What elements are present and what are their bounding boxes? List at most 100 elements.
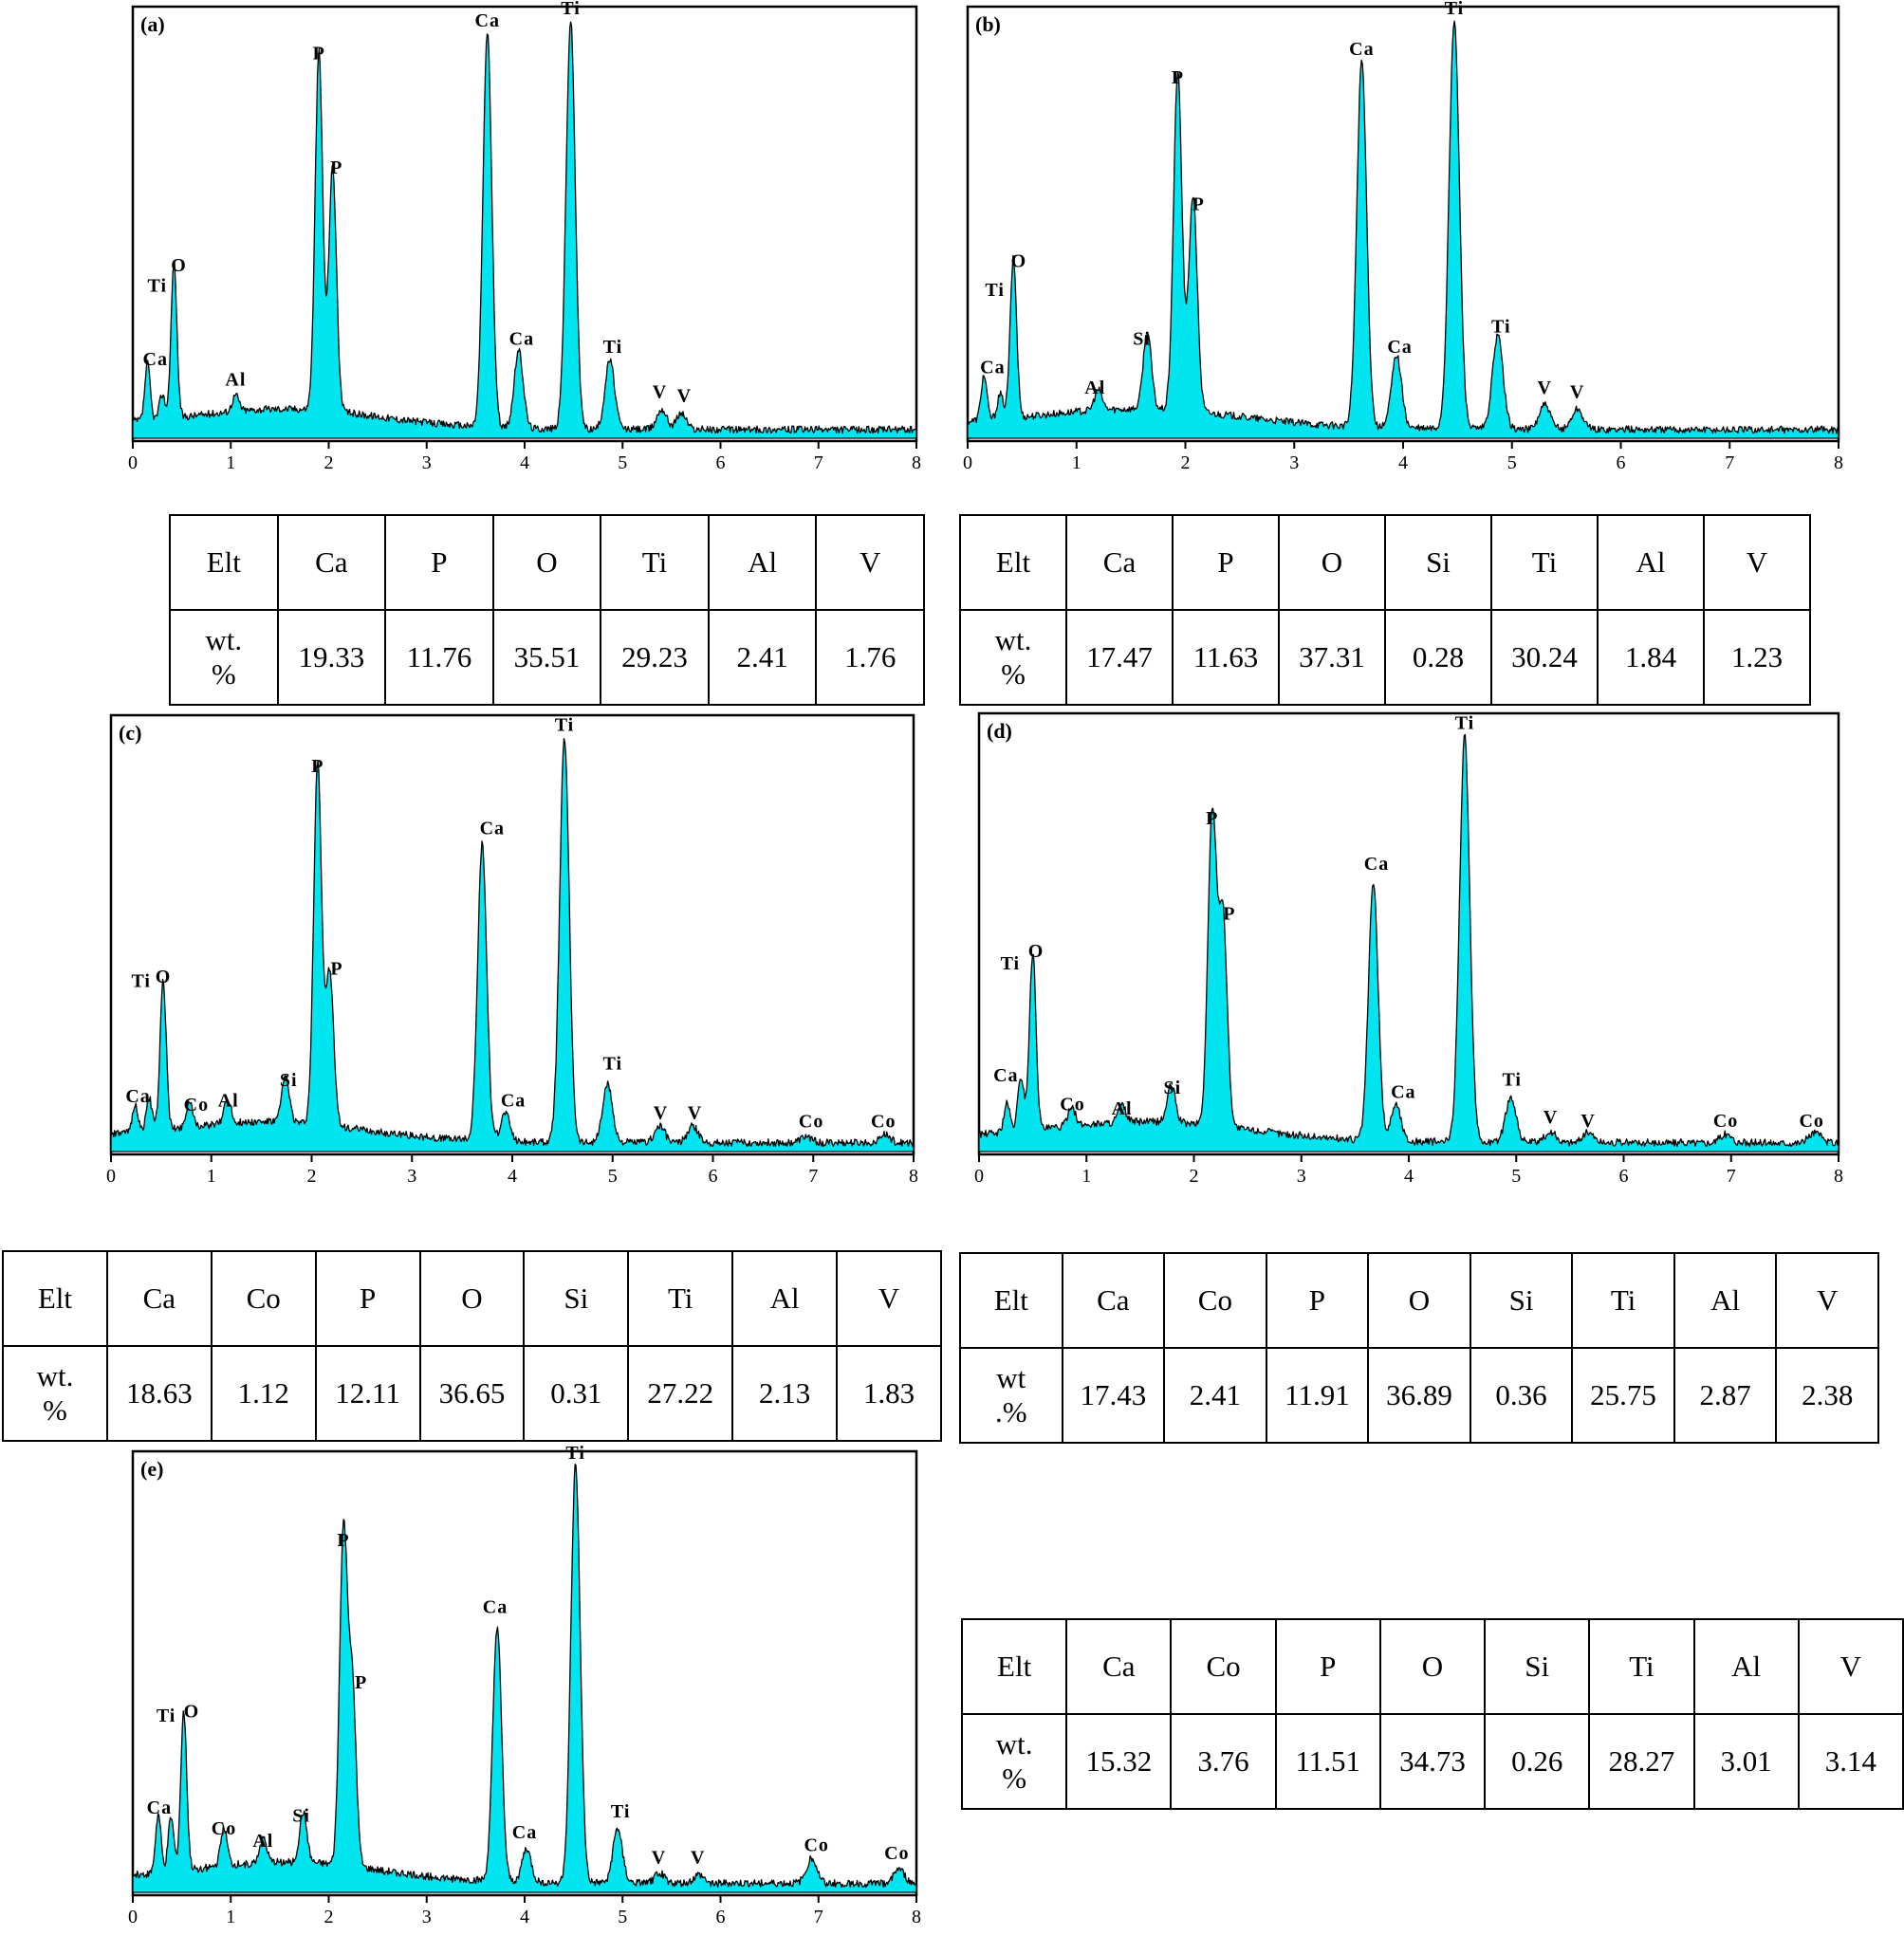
- peak-label-p: P: [1172, 67, 1184, 88]
- element-column-header: V: [836, 1250, 942, 1347]
- peak-label-ti: Ti: [148, 276, 168, 297]
- wt-percent-value: 25.75: [1571, 1347, 1675, 1444]
- element-column-header: Ca: [1061, 1252, 1166, 1349]
- wt-percent-value: 11.51: [1274, 1713, 1381, 1810]
- x-tick-label: 2: [307, 1166, 317, 1187]
- peak-label-co: Co: [1799, 1111, 1823, 1132]
- x-tick-label: 7: [814, 452, 823, 473]
- plot-frame: [977, 711, 1840, 1156]
- peak-label-p: P: [311, 756, 323, 777]
- table-value-row: wt.% 17.47 11.63 37.31 0.28 30.24 1.84 1.23: [959, 609, 1811, 706]
- x-tick-label: 5: [1507, 452, 1517, 473]
- x-tick-label: 0: [963, 452, 972, 473]
- table-header-row: Elt Ca Co P O Si Ti Al V: [959, 1252, 1879, 1349]
- element-column-header: V: [815, 514, 925, 611]
- wt-percent-value: 0.36: [1469, 1347, 1574, 1444]
- panel-label: (a): [140, 12, 165, 36]
- peak-label-p: P: [330, 958, 342, 979]
- x-tick-label: 2: [324, 452, 334, 473]
- wt-percent-value: 12.11: [314, 1345, 421, 1442]
- element-column-header: P: [1172, 514, 1280, 611]
- wt-percent-value: 28.27: [1588, 1713, 1695, 1810]
- peak-label-p: P: [313, 43, 325, 64]
- wt-percent-value: 11.76: [384, 609, 494, 706]
- wt-percent-value: 11.91: [1265, 1347, 1370, 1444]
- peak-label-al: Al: [252, 1831, 273, 1852]
- element-column-header: O: [1367, 1252, 1471, 1349]
- peak-label-o: O: [156, 967, 172, 987]
- wt-percent-value: 3.01: [1692, 1713, 1800, 1810]
- peak-label-ca: Ca: [993, 1065, 1018, 1086]
- x-tick-label: 4: [1398, 452, 1408, 473]
- peak-label-v: V: [652, 1848, 666, 1869]
- plot-frame: [966, 5, 1840, 443]
- element-column-header: Si: [1469, 1252, 1574, 1349]
- element-column-header: Ca: [1065, 1618, 1173, 1715]
- peak-label-ti: Ti: [611, 1801, 631, 1822]
- peak-label-ti: Ti: [1455, 713, 1475, 734]
- element-column-header: Al: [707, 514, 818, 611]
- element-column-header: V: [1775, 1252, 1879, 1349]
- peak-label-ca: Ca: [475, 10, 500, 31]
- peak-label-v: V: [1537, 378, 1551, 398]
- table-value-row: wt.% 19.33 11.76 35.51 29.23 2.41 1.76: [169, 609, 925, 706]
- x-tick-label: 5: [608, 1166, 618, 1187]
- peak-label-ca: Ca: [147, 1798, 172, 1818]
- x-tick-label: 3: [407, 1166, 416, 1187]
- spectrum-chart-e: 0 1 2 3 4 5 6 7 8 P P Ca Ti O Ti Ca Co Al Si Ca Ti V V Co Co (e): [128, 1443, 921, 1927]
- x-tick-label: 3: [1297, 1166, 1306, 1187]
- wt-percent-value: 1.23: [1703, 609, 1811, 706]
- element-column-header: O: [1378, 1618, 1487, 1715]
- element-column-header: Co: [210, 1250, 317, 1347]
- x-tick-label: 6: [709, 1166, 718, 1187]
- panel-label: (d): [987, 719, 1012, 743]
- element-column-header: Si: [523, 1250, 630, 1347]
- spectrum-trace: [132, 21, 917, 439]
- spectrum-panel-c: 0 1 2 3 4 5 6 7 8 P P Ca Ti O Ti Ca Co Al Si Ca Ti V V Co Co (c): [106, 713, 918, 1192]
- x-tick-label: 1: [207, 1166, 216, 1187]
- peak-label-ti: Ti: [1445, 0, 1465, 19]
- plot-frame: [131, 1449, 918, 1897]
- wt-percent-value: 11.63: [1172, 609, 1280, 706]
- x-tick-label: 8: [912, 1907, 921, 1927]
- wt-percent-label: wt.%: [959, 1347, 1063, 1444]
- element-column-header: Ti: [1588, 1618, 1695, 1715]
- x-tick-label: 2: [324, 1907, 334, 1927]
- peak-label-co: Co: [799, 1111, 823, 1132]
- peak-label-si: Si: [280, 1070, 298, 1091]
- element-header: Elt: [960, 1618, 1068, 1715]
- element-header: Elt: [959, 514, 1067, 611]
- panel-label: (b): [975, 12, 1001, 36]
- x-tick-label: 5: [618, 1907, 627, 1927]
- peak-label-ti: Ti: [1491, 317, 1511, 338]
- element-column-header: Ti: [627, 1250, 734, 1347]
- x-tick-label: 1: [1072, 452, 1081, 473]
- peak-label-ti: Ti: [555, 715, 575, 736]
- peak-label-ca: Ca: [501, 1091, 526, 1112]
- x-tick-label: 4: [520, 452, 529, 473]
- x-tick-label: 4: [520, 1907, 529, 1927]
- spectrum-trace: [132, 1463, 917, 1893]
- wt-percent-value: 2.41: [707, 609, 818, 706]
- spectrum-panel-b: 0 1 2 3 4 5 6 7 8 P P Ca Ti O Ti Ca Al Si Ca Ti V V (b): [963, 0, 1843, 479]
- x-tick-label: 8: [912, 452, 921, 473]
- plot-frame: [131, 5, 918, 443]
- x-tick-label: 5: [1511, 1166, 1521, 1187]
- element-column-header: Al: [731, 1250, 838, 1347]
- wt-percent-value: 1.84: [1597, 609, 1705, 706]
- x-tick-label: 2: [1190, 1166, 1199, 1187]
- peak-label-ti: Ti: [985, 280, 1005, 301]
- x-tick-label: 6: [1619, 1166, 1629, 1187]
- element-column-header: Ca: [1065, 514, 1174, 611]
- element-column-header: Ti: [1571, 1252, 1675, 1349]
- x-tick-label: 7: [808, 1166, 818, 1187]
- x-tick-label: 5: [618, 452, 627, 473]
- peak-label-p: P: [1223, 904, 1235, 925]
- peak-label-si: Si: [1164, 1078, 1182, 1098]
- wt-percent-label: wt.%: [959, 609, 1067, 706]
- peak-label-ca: Ca: [125, 1086, 150, 1107]
